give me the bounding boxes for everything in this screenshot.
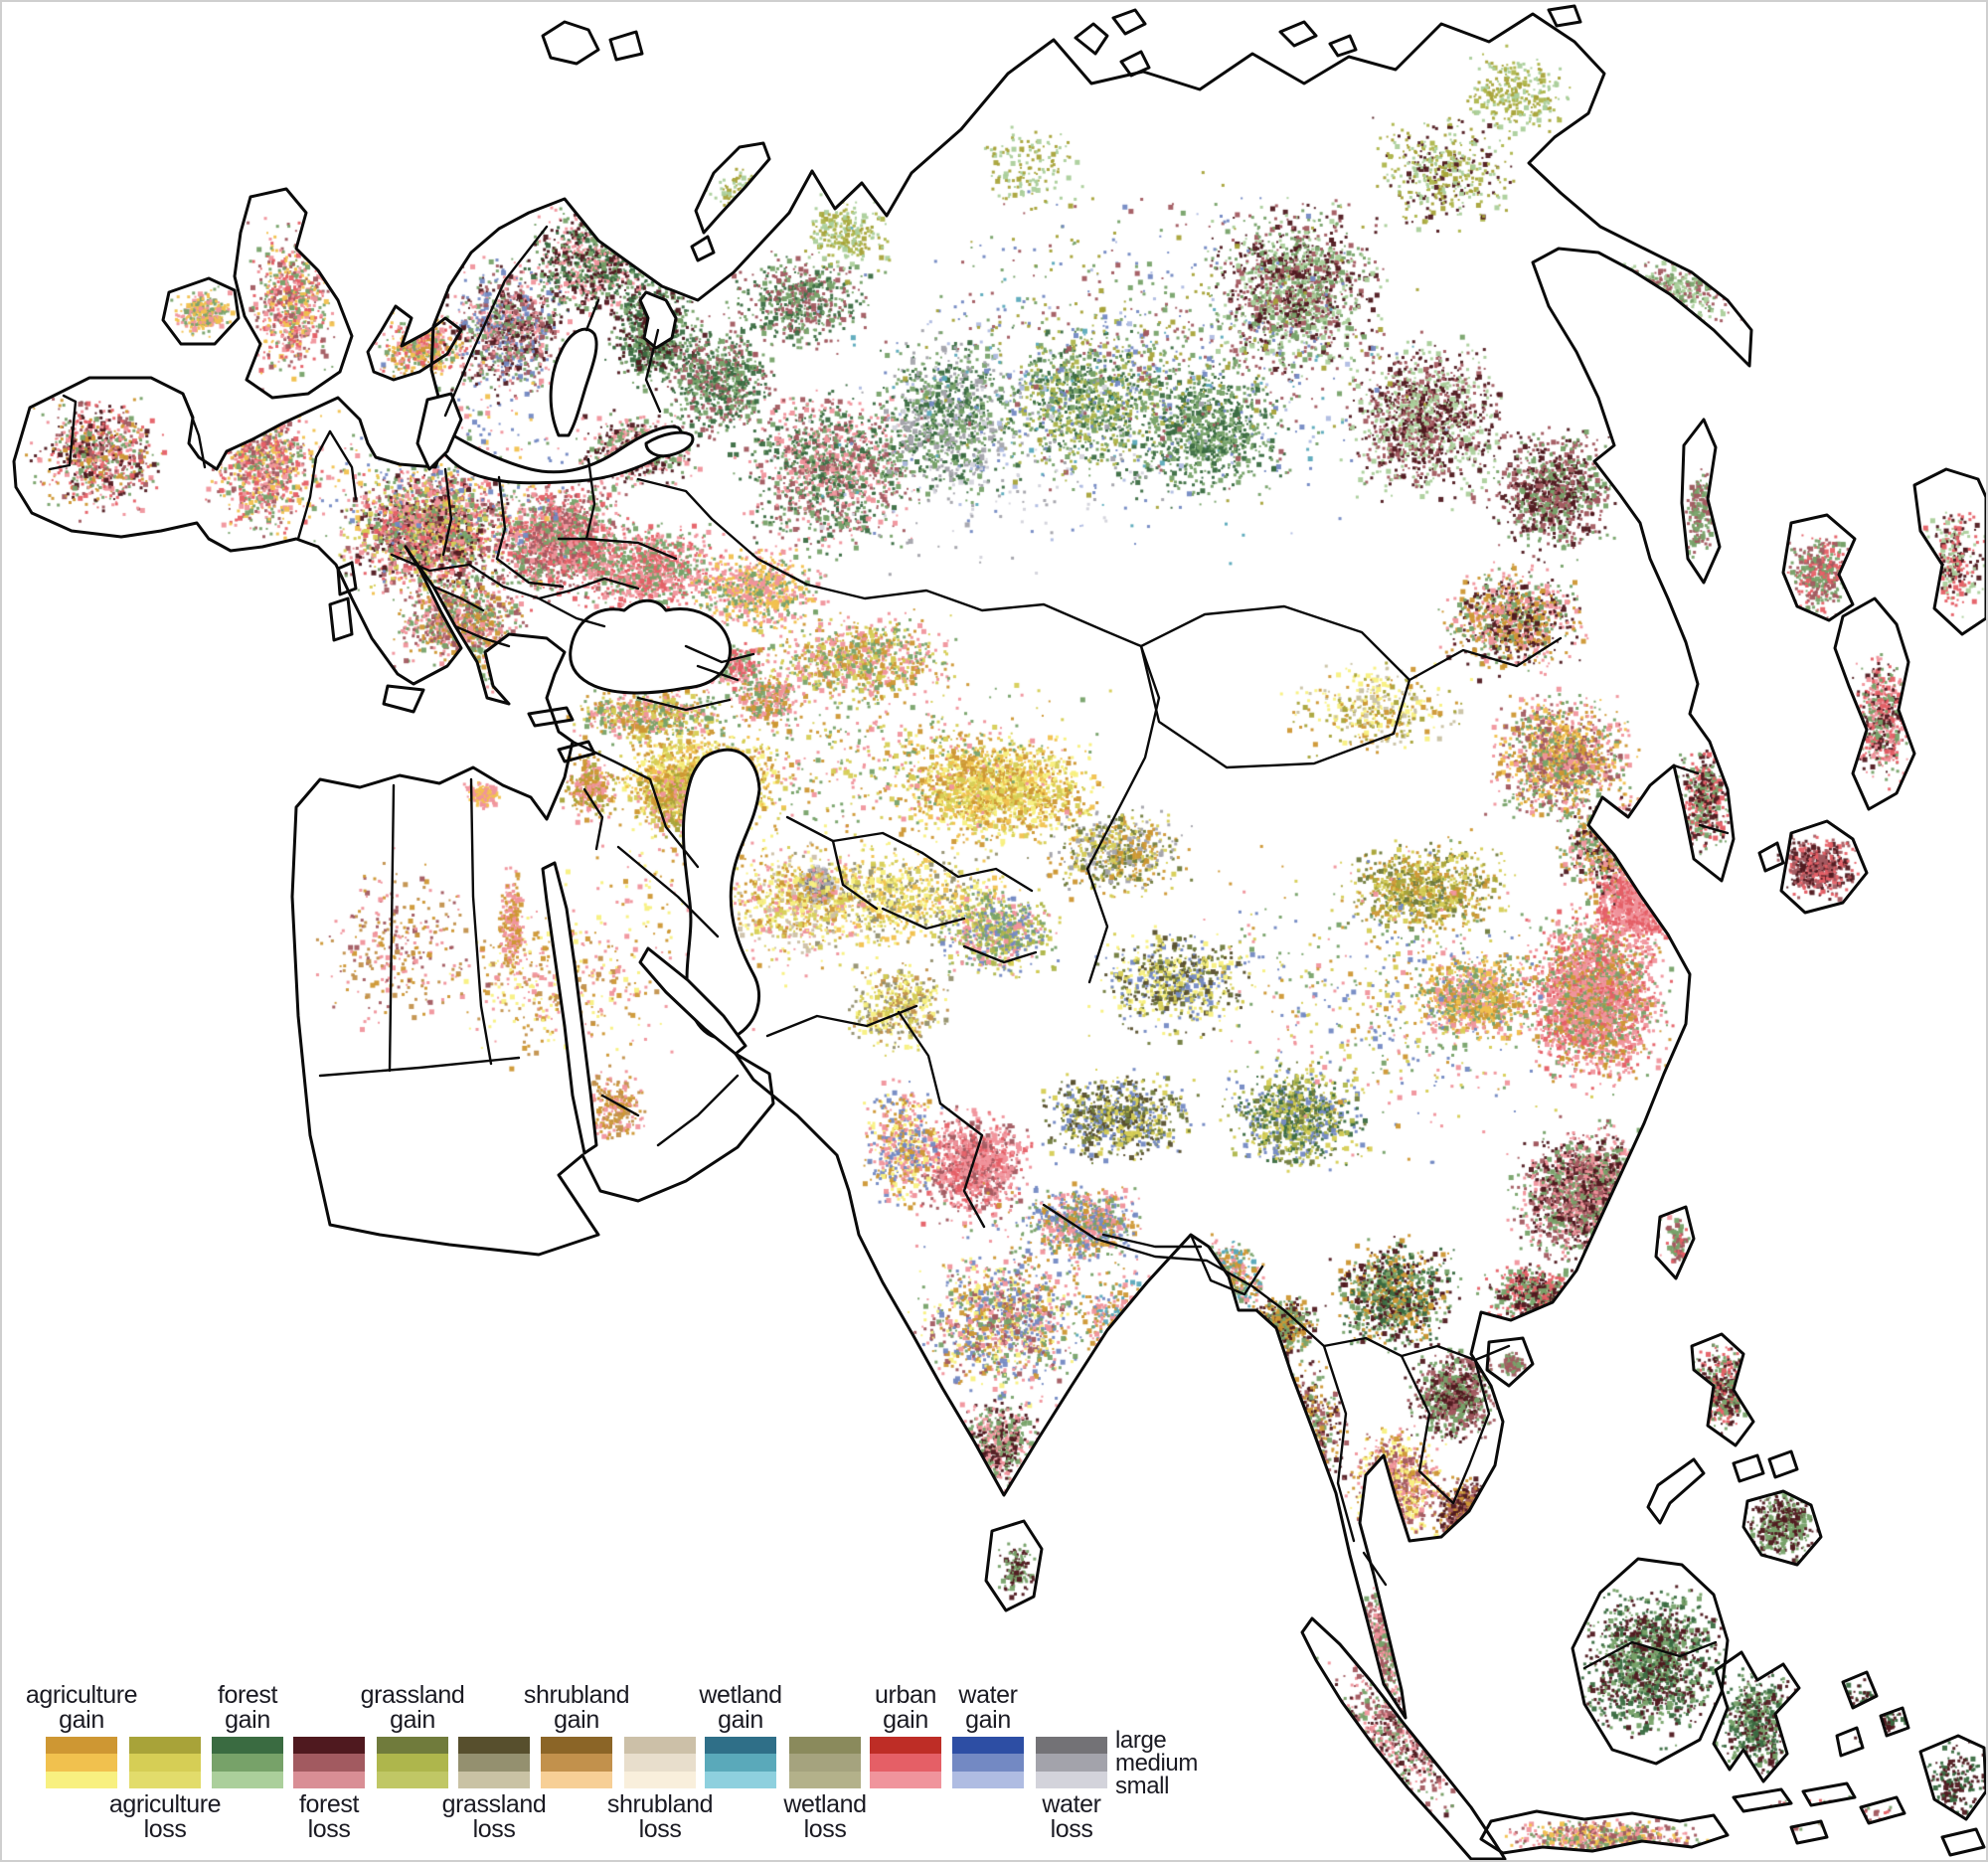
great-britain [233, 187, 354, 400]
crete [527, 706, 575, 728]
kyushu-west [1757, 841, 1785, 873]
wrangel-island [1547, 4, 1582, 28]
new-guinea-fragment [1918, 1734, 1986, 1821]
gulf-of-finland [644, 430, 695, 458]
corsica [336, 561, 358, 596]
sri-lanka [984, 1519, 1044, 1612]
kattegat-strait [415, 392, 463, 471]
persian-gulf [638, 946, 747, 1056]
hokkaido [1781, 513, 1857, 622]
visayas-2 [1767, 1449, 1799, 1479]
moluccas-1 [1841, 1670, 1879, 1710]
lesser-sunda-4 [1789, 1819, 1829, 1845]
honshu [1833, 596, 1916, 811]
red-sea [541, 861, 598, 1155]
severnaya-zemlya [1074, 22, 1109, 56]
taiwan [1654, 1205, 1696, 1280]
novaya-zemlya [694, 141, 771, 235]
white-sea [638, 290, 678, 350]
sulawesi [1712, 1650, 1801, 1783]
svalbard-east [608, 30, 644, 62]
borneo [1571, 1557, 1730, 1766]
sardinia [328, 596, 354, 642]
black-sea [569, 598, 732, 695]
novaya-zemlya-south [690, 235, 716, 262]
mainland-outline [12, 12, 1753, 1720]
svalbard [541, 20, 600, 66]
lesser-sunda-3 [1859, 1795, 1906, 1825]
sumatra [1300, 1616, 1507, 1860]
moluccas-3 [1835, 1726, 1865, 1758]
ireland [161, 276, 241, 346]
kyushu-shikoku [1779, 819, 1869, 915]
lesser-sunda-2 [1801, 1781, 1857, 1807]
arctic-island-2 [1119, 50, 1151, 78]
alaska-fragment [1912, 467, 1986, 636]
visayas-1 [1732, 1453, 1765, 1483]
luzon [1690, 1332, 1755, 1447]
gulf-of-bothnia [549, 327, 598, 437]
island-fragment-se [1940, 1827, 1986, 1857]
denmark [366, 304, 463, 382]
country-borders [48, 225, 1730, 1670]
hainan [1485, 1336, 1535, 1388]
sicily [382, 684, 425, 714]
moluccas-2 [1879, 1706, 1910, 1738]
new-siberian-islands-2 [1328, 34, 1358, 58]
lesser-sunda-1 [1732, 1787, 1793, 1813]
new-siberian-islands [1278, 20, 1318, 48]
sakhalin [1680, 418, 1722, 585]
java [1479, 1809, 1730, 1855]
palawan [1646, 1457, 1706, 1525]
arctic-island-1 [1111, 8, 1147, 36]
mindanao [1741, 1489, 1823, 1567]
